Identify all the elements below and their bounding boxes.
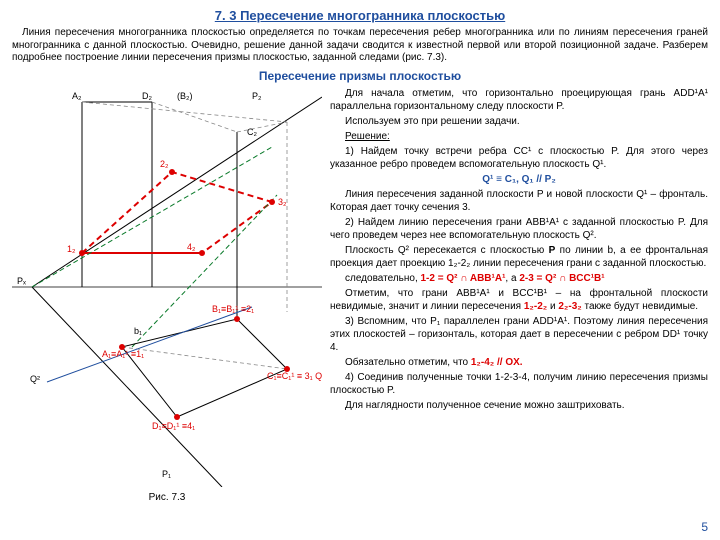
page-title: 7. 3 Пересечение многогранника плоскость… [12, 8, 708, 23]
svg-text:D₁≡D₁¹ ≡4₁: D₁≡D₁¹ ≡4₁ [152, 421, 195, 431]
svg-text:B₁≡B₁¹ ≡2₁: B₁≡B₁¹ ≡2₁ [212, 304, 254, 314]
svg-text:C₂: C₂ [247, 127, 257, 137]
svg-text:P₁: P₁ [162, 469, 171, 479]
figure-caption: Рис. 7.3 [12, 492, 322, 503]
svg-text:b₁: b₁ [134, 326, 142, 336]
svg-text:(B₂): (B₂) [177, 91, 193, 101]
svg-text:1₂: 1₂ [67, 244, 76, 254]
svg-text:P₂: P₂ [252, 91, 262, 101]
intro-text: Линия пересечения многогранника плоскост… [12, 27, 708, 65]
page-number: 5 [701, 520, 708, 534]
subtitle: Пересечение призмы плоскостью [12, 69, 708, 83]
svg-text:Pₓ: Pₓ [17, 276, 26, 286]
svg-text:2₂: 2₂ [160, 159, 169, 169]
svg-text:A₂: A₂ [72, 91, 82, 101]
svg-text:D₂: D₂ [142, 91, 152, 101]
svg-text:Q²: Q² [30, 374, 40, 384]
solution-text: Для начала отметим, что горизонтально пр… [330, 87, 708, 503]
svg-text:4₂: 4₂ [187, 242, 196, 252]
figure-svg: A₂ D₂ (B₂) P₂ C₂ 2₂ 3₂ 1₂ 4₂ Pₓ Q² b₁ A₁… [12, 87, 322, 487]
svg-text:C₁≡C₁¹ ≡ 3₁ Q¹: C₁≡C₁¹ ≡ 3₁ Q¹ [267, 371, 322, 381]
svg-text:3₂: 3₂ [278, 197, 287, 207]
svg-text:A₁≡A₁¹ ≡1₁: A₁≡A₁¹ ≡1₁ [102, 349, 144, 359]
